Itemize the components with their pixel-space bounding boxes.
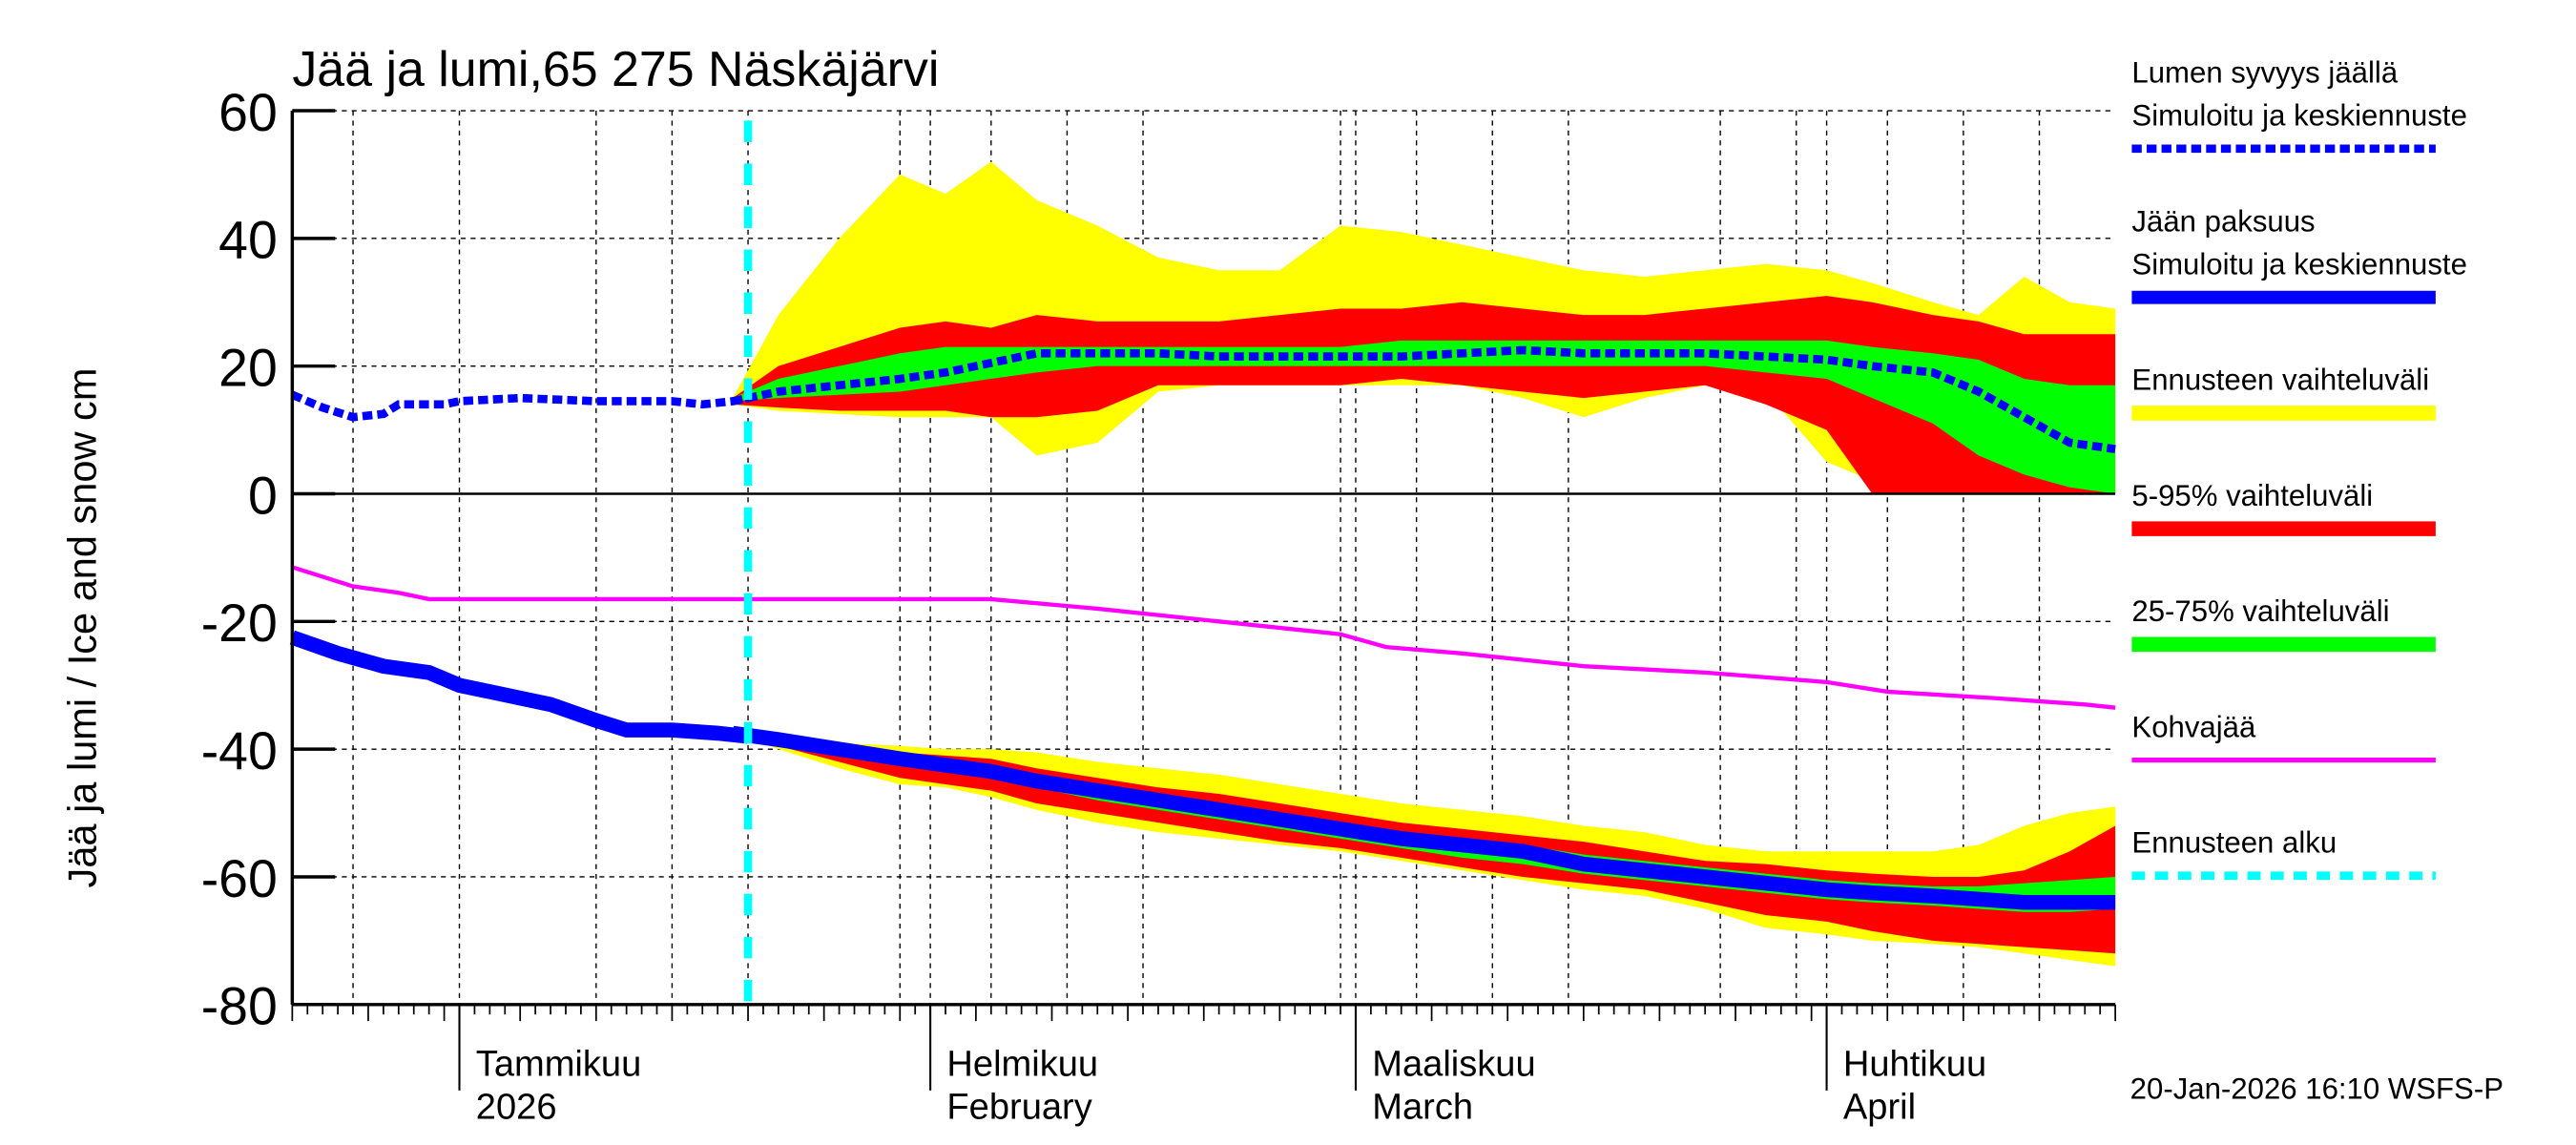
- legend-label: 25-75% vaihteluväli: [2131, 594, 2389, 628]
- month-label-en: April: [1843, 1087, 1916, 1127]
- footer-timestamp: 20-Jan-2026 16:10 WSFS-P: [2130, 1072, 2503, 1106]
- legend-label: Simuloitu ja keskiennuste: [2131, 247, 2466, 281]
- ice-thickness-history-line: [289, 630, 749, 744]
- y-tick-label: -40: [201, 721, 278, 781]
- snow-depth-forecast-line: [732, 345, 2116, 453]
- legend-label: Simuloitu ja keskiennuste: [2131, 99, 2466, 133]
- legend-label: 5-95% vaihteluväli: [2131, 479, 2373, 512]
- legend-label: Ennusteen alku: [2131, 825, 2337, 859]
- month-label-fi: Huhtikuu: [1843, 1044, 1986, 1084]
- y-tick-label: -60: [201, 849, 278, 908]
- y-tick-label: 0: [248, 466, 278, 525]
- y-tick-label: -80: [201, 977, 278, 1036]
- slush-ice-line: [291, 565, 2116, 710]
- month-label-fi: Maaliskuu: [1372, 1044, 1535, 1084]
- legend-title: Jään paksuus: [2131, 204, 2315, 238]
- y-tick-label: 40: [218, 211, 278, 270]
- legend-label: Kohvajää: [2131, 710, 2256, 743]
- chart-title: Jää ja lumi,65 275 Näskäjärvi: [292, 42, 939, 97]
- series-lines: [289, 120, 2116, 1005]
- legend-title: Lumen syvyys jäällä: [2131, 56, 2398, 90]
- ice-thickness-forecast-line: [732, 725, 2116, 910]
- month-label-fi: Tammikuu: [476, 1044, 641, 1084]
- month-label-fi: Helmikuu: [946, 1044, 1098, 1084]
- legend: Lumen syvyys jäällä Simuloitu ja keskienn…: [2131, 56, 2467, 881]
- y-tick-label: 60: [218, 83, 278, 142]
- month-label-en: March: [1372, 1087, 1473, 1127]
- legend-label: Ennusteen vaihteluväli: [2131, 364, 2429, 397]
- snow-depth-history-line: [290, 390, 749, 422]
- y-axis-label: Jää ja lumi / Ice and snow cm: [59, 368, 104, 888]
- month-label-en: February: [946, 1087, 1091, 1127]
- month-label-en: 2026: [476, 1087, 557, 1127]
- y-tick-label: -20: [201, 593, 278, 653]
- y-tick-label: 20: [218, 338, 278, 397]
